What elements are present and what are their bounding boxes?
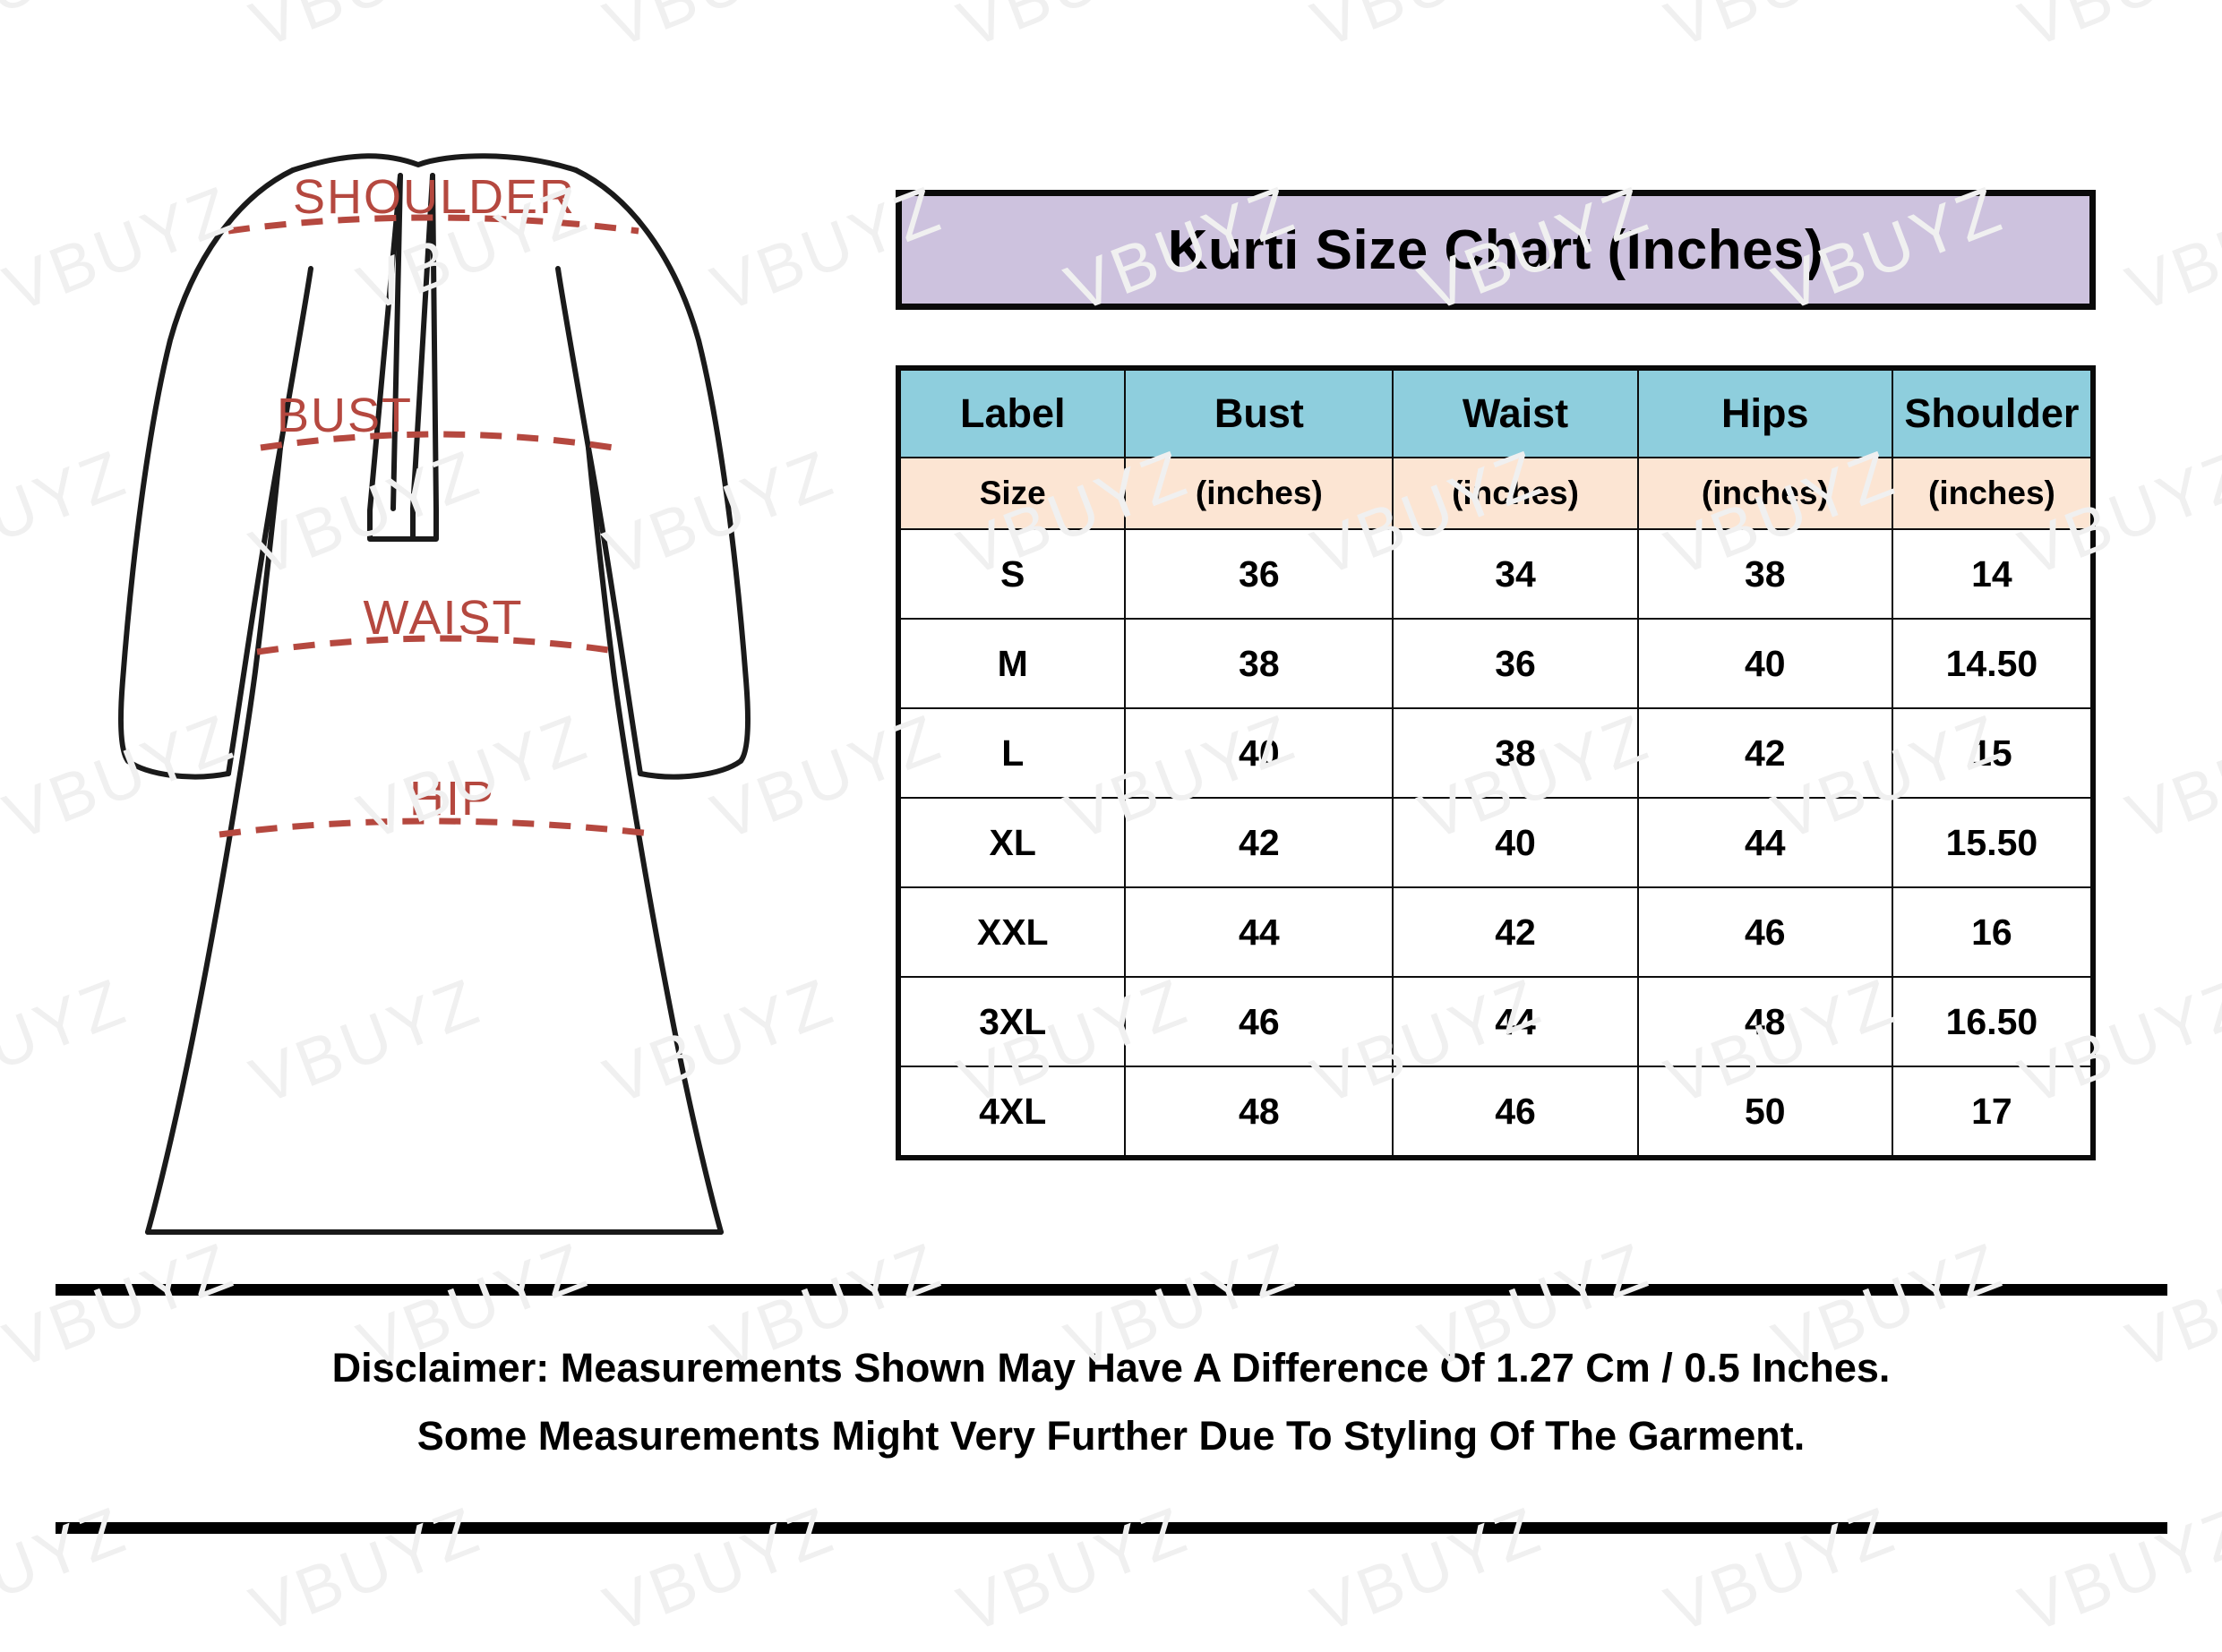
disclaimer-line-1: Disclaimer: Measurements Shown May Have … (331, 1345, 1891, 1391)
watermark-text: VBUYZ (241, 0, 491, 63)
label-shoulder: SHOULDER (293, 170, 576, 224)
cell-3xl-label: 3XL (897, 976, 1127, 1067)
cell-l-shoulder: 15 (1891, 707, 2095, 799)
watermark-text: VBUYZ (594, 1491, 845, 1648)
page-title: Kurti Size Chart (Inches) (1167, 218, 1824, 281)
table-row: 3XL 46 44 48 16.50 (897, 976, 2095, 1067)
kurti-illustration: SHOULDER BUST WAIST HIP (85, 134, 784, 1271)
cell-s-label: S (897, 528, 1127, 620)
table-header-row: Label Bust Waist Hips Shoulder (897, 367, 2095, 458)
cell-xl-label: XL (897, 797, 1127, 888)
cell-s-waist: 34 (1392, 528, 1639, 620)
cell-s-shoulder: 14 (1891, 528, 2095, 620)
column-header-waist: Waist (1392, 367, 1639, 458)
table-subheader-row: Size (inches) (inches) (inches) (inches) (897, 457, 2095, 530)
column-subheader-2: (inches) (1392, 457, 1639, 530)
cell-xxl-label: XXL (897, 886, 1127, 978)
column-header-label: Label (897, 367, 1127, 458)
column-header-hips: Hips (1636, 367, 1893, 458)
cell-m-shoulder: 14.50 (1891, 618, 2095, 709)
column-header-bust: Bust (1124, 367, 1394, 458)
cell-3xl-shoulder: 16.50 (1891, 976, 2095, 1067)
watermark-text: VBUYZ (0, 0, 137, 63)
cell-3xl-hips: 48 (1636, 976, 1893, 1067)
size-chart-table: Label Bust Waist Hips Shoulder Size (inches) (i… (896, 365, 2096, 1160)
cell-4xl-waist: 46 (1392, 1066, 1639, 1159)
watermark-text: VBUYZ (2010, 0, 2222, 63)
cell-4xl-hips: 50 (1636, 1066, 1893, 1159)
cell-xxl-bust: 44 (1124, 886, 1394, 978)
column-subheader-4: (inches) (1891, 457, 2095, 530)
watermark-text: VBUYZ (0, 1491, 137, 1648)
cell-xl-hips: 44 (1636, 797, 1893, 888)
cell-xxl-waist: 42 (1392, 886, 1639, 978)
watermark-text: VBUYZ (948, 0, 1198, 63)
watermark-text: VBUYZ (2116, 698, 2222, 855)
column-header-shoulder: Shoulder (1891, 367, 2095, 458)
table-row: 4XL 48 46 50 17 (897, 1066, 2095, 1159)
label-waist: WAIST (364, 591, 524, 645)
table-row: L 40 38 42 15 (897, 707, 2095, 799)
watermark-text: VBUYZ (240, 1491, 491, 1648)
chart-title-box: Kurti Size Chart (Inches) (896, 190, 2096, 310)
cell-xxl-shoulder: 16 (1891, 886, 2095, 978)
table-row: M 38 36 40 14.50 (897, 618, 2095, 709)
disclaimer-block: Disclaimer: Measurements Shown May Have … (0, 1334, 2222, 1470)
table-row: XXL 44 42 46 16 (897, 886, 2095, 978)
watermark-text: VBUYZ (948, 1491, 1198, 1648)
cell-m-waist: 36 (1392, 618, 1639, 709)
cell-xl-waist: 40 (1392, 797, 1639, 888)
cell-xxl-hips: 46 (1636, 886, 1893, 978)
disclaimer-line-2: Some Measurements Might Very Further Due… (416, 1413, 1806, 1459)
cell-xl-shoulder: 15.50 (1891, 797, 2095, 888)
watermark-text: VBUYZ (1301, 1491, 1552, 1648)
cell-l-waist: 38 (1392, 707, 1639, 799)
cell-4xl-bust: 48 (1124, 1066, 1394, 1159)
cell-m-bust: 38 (1124, 618, 1394, 709)
watermark-text: VBUYZ (595, 0, 845, 63)
hip-measure-line (219, 817, 659, 838)
column-subheader-1: (inches) (1124, 457, 1394, 530)
waist-measure-line (256, 635, 622, 655)
cell-m-hips: 40 (1636, 618, 1893, 709)
cell-4xl-shoulder: 17 (1891, 1066, 2095, 1159)
bust-measure-line (260, 431, 614, 451)
cell-l-hips: 42 (1636, 707, 1893, 799)
cell-l-bust: 40 (1124, 707, 1394, 799)
column-subheader-3: (inches) (1636, 457, 1893, 530)
divider-rule-top (56, 1284, 2167, 1296)
shoulder-measure-line (227, 214, 639, 235)
watermark-text: VBUYZ (1302, 0, 1552, 63)
divider-rule-bottom (56, 1522, 2167, 1534)
cell-4xl-label: 4XL (897, 1066, 1127, 1159)
watermark-text: VBUYZ (2116, 170, 2222, 327)
cell-3xl-waist: 44 (1392, 976, 1639, 1067)
cell-s-bust: 36 (1124, 528, 1394, 620)
cell-s-hips: 38 (1636, 528, 1893, 620)
watermark-text: VBUYZ (2009, 1491, 2222, 1648)
cell-l-label: L (897, 707, 1127, 799)
cell-xl-bust: 42 (1124, 797, 1394, 888)
label-hip: HIP (409, 772, 495, 826)
table-row: XL 42 40 44 15.50 (897, 797, 2095, 888)
cell-m-label: M (897, 618, 1127, 709)
watermark-text: VBUYZ (1656, 0, 1906, 63)
cell-3xl-bust: 46 (1124, 976, 1394, 1067)
size-chart-table-container: Label Bust Waist Hips Shoulder Size (inches) (i… (896, 365, 2096, 1160)
table-row: S 36 34 38 14 (897, 528, 2095, 620)
column-subheader-0: Size (897, 457, 1127, 530)
watermark-text: VBUYZ (1655, 1491, 1906, 1648)
label-bust: BUST (277, 389, 413, 442)
